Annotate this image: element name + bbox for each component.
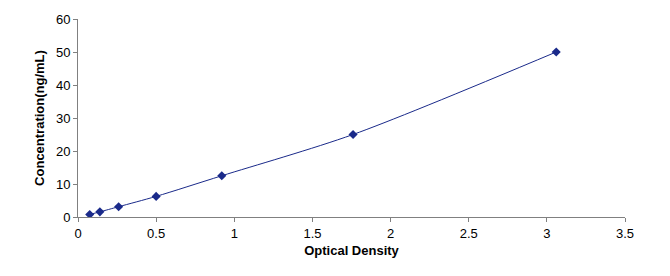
svg-text:0: 0 [63, 210, 70, 225]
svg-text:0: 0 [74, 226, 81, 241]
svg-text:3.5: 3.5 [616, 226, 634, 241]
svg-text:3: 3 [543, 226, 550, 241]
svg-text:60: 60 [56, 12, 70, 27]
svg-text:1: 1 [231, 226, 238, 241]
svg-text:1.5: 1.5 [303, 226, 321, 241]
svg-text:2.5: 2.5 [460, 226, 478, 241]
svg-text:30: 30 [56, 111, 70, 126]
svg-text:10: 10 [56, 177, 70, 192]
svg-text:0.5: 0.5 [147, 226, 165, 241]
svg-text:50: 50 [56, 45, 70, 60]
svg-text:Concentration(ng/mL): Concentration(ng/mL) [32, 50, 47, 186]
svg-text:40: 40 [56, 78, 70, 93]
svg-text:2: 2 [387, 226, 394, 241]
svg-text:20: 20 [56, 144, 70, 159]
svg-text:Optical Density: Optical Density [304, 243, 399, 258]
